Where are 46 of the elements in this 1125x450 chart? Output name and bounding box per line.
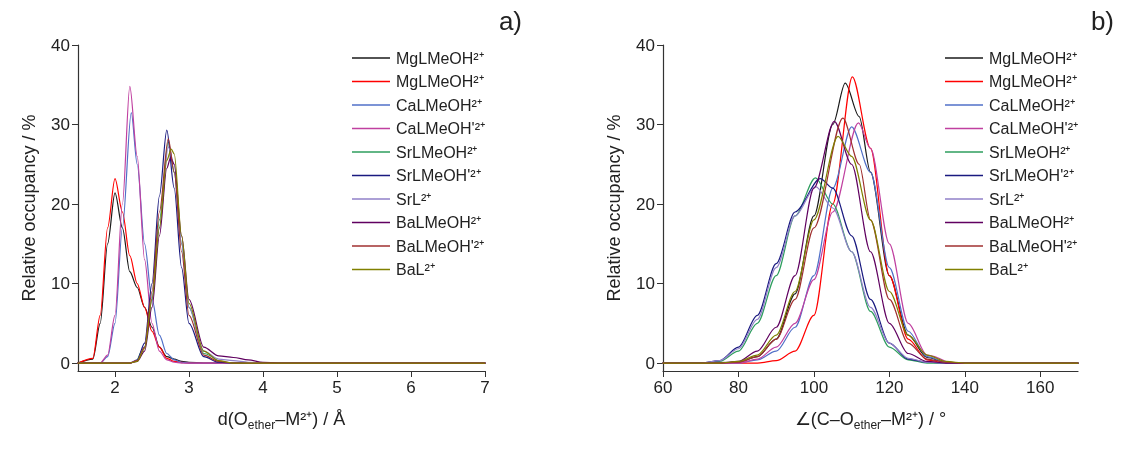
y-tick-label: 0: [645, 353, 655, 373]
y-tick-label: 10: [636, 274, 655, 294]
legend-label: BaLMeOH²⁺: [989, 214, 1075, 231]
legend-label: BaLMeOH'²⁺: [989, 237, 1078, 255]
x-tick-label: 2: [110, 378, 120, 397]
legend-label: MgLMeOH²⁺: [989, 73, 1077, 90]
x-tick-label: 100: [799, 378, 829, 397]
legend-label: BaLMeOH'²⁺: [396, 237, 485, 255]
text: a): [498, 6, 523, 36]
x-tick-label: 6: [406, 378, 416, 397]
y-tick-label: 0: [60, 353, 70, 373]
legend-label: MgLMeOH²⁺: [989, 49, 1077, 67]
legend-label: SrLMeOH²⁺: [396, 143, 478, 161]
legend-label: SrL²⁺: [396, 190, 432, 208]
x-tick-label: 3: [184, 378, 194, 397]
legend-label: CaLMeOH'²⁺: [396, 120, 485, 137]
x-tick-label: 140: [950, 378, 980, 397]
x-tick-label: 4: [258, 378, 268, 397]
legend-label: BaLMeOH²⁺: [396, 214, 482, 231]
x-tick-label: 5: [332, 378, 342, 397]
legend-label: MgLMeOH²⁺: [396, 73, 484, 90]
legend-label: BaL²⁺: [989, 261, 1028, 278]
legend-label: CaLMeOH'²⁺: [989, 120, 1078, 137]
x-tick-label: 80: [728, 378, 748, 397]
x-tick-label: 160: [1026, 378, 1055, 397]
y-tick-label: 40: [51, 35, 70, 55]
legend-label: SrL²⁺: [989, 190, 1025, 208]
y-tick-label: 30: [51, 115, 70, 135]
x-tick-label: 120: [875, 378, 904, 397]
y-tick-label: 40: [636, 35, 655, 55]
legend-label: BaL²⁺: [396, 261, 435, 278]
x-tick-label: 60: [653, 378, 673, 397]
legend-label: SrLMeOH'²⁺: [396, 167, 481, 184]
text: b): [1090, 6, 1115, 36]
y-tick-label: 10: [51, 274, 70, 294]
y-tick-label: 30: [636, 115, 655, 135]
legend-label: CaLMeOH²⁺: [396, 96, 482, 114]
legend-label: CaLMeOH²⁺: [989, 96, 1075, 114]
legend-label: SrLMeOH'²⁺: [989, 167, 1074, 184]
x-tick-label: 7: [480, 378, 490, 397]
y-axis-title: Relative occupancy / %: [19, 114, 39, 302]
y-tick-label: 20: [51, 194, 70, 214]
y-tick-label: 20: [636, 194, 655, 214]
y-axis-title: Relative occupancy / %: [604, 114, 624, 302]
legend-label: MgLMeOH²⁺: [396, 49, 484, 67]
legend-label: SrLMeOH²⁺: [989, 143, 1071, 161]
